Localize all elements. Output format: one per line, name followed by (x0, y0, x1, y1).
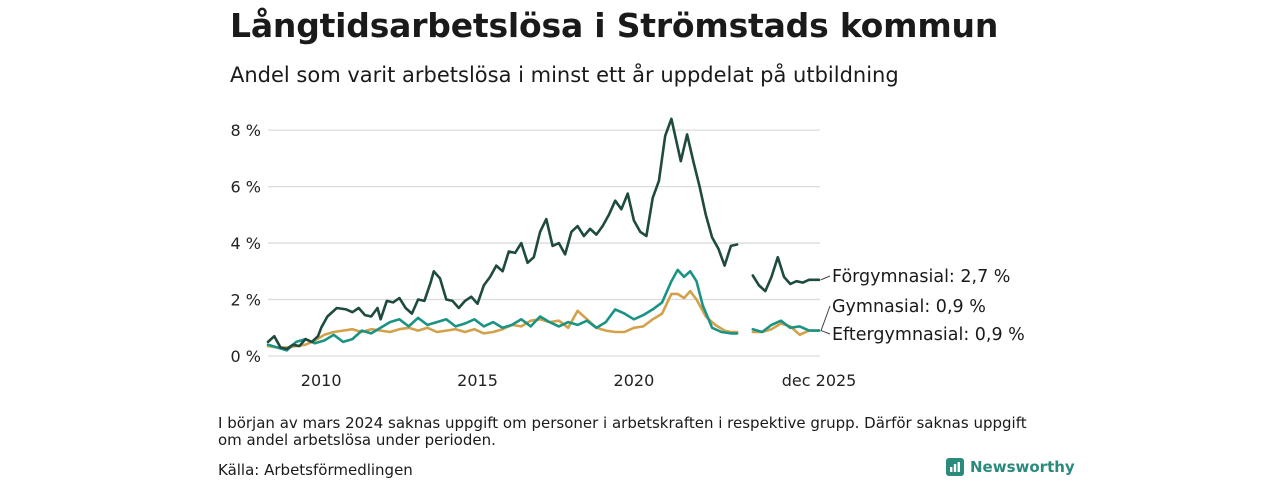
series-lines (266, 117, 821, 352)
x-tick-label: 2010 (301, 371, 342, 390)
x-tick-label: 2020 (614, 371, 655, 390)
newsworthy-logo-icon (946, 458, 964, 476)
y-axis-tick-labels: 0 % 2 % 4 % 6 % 8 % (231, 121, 261, 366)
series-label-förgymnasial: Förgymnasial: 2,7 % (832, 267, 1010, 287)
y-tick-label: 4 % (231, 234, 261, 253)
y-tick-label: 2 % (231, 291, 261, 310)
series-label-gymnasial: Gymnasial: 0,9 % (832, 297, 986, 317)
y-tick-label: 0 % (231, 347, 261, 366)
x-tick-label: dec 2025 (782, 371, 857, 390)
label-leader-line (820, 275, 831, 281)
line-chart: 0 % 2 % 4 % 6 % 8 % 2010 2015 2020 dec 2025 För… (231, 117, 1025, 390)
y-tick-label: 8 % (231, 121, 261, 140)
label-leader-line (820, 330, 831, 335)
label-leader-line (820, 305, 831, 331)
series-line-förgymnasial (266, 117, 821, 351)
brand-name: Newsworthy (970, 458, 1075, 476)
source-note: Källa: Arbetsförmedlingen (218, 461, 413, 479)
brand-logo: Newsworthy (946, 458, 1075, 476)
y-tick-label: 6 % (231, 178, 261, 197)
series-end-labels: Förgymnasial: 2,7 % Gymnasial: 0,9 % Efter… (820, 267, 1025, 345)
series-label-eftergymnasial: Eftergymnasial: 0,9 % (832, 325, 1025, 345)
chart-subtitle: Andel som varit arbetslösa i minst ett å… (230, 63, 899, 87)
x-axis-tick-labels: 2010 2015 2020 dec 2025 (301, 371, 857, 390)
footnote: I början av mars 2024 saknas uppgift om … (218, 414, 1027, 449)
grid-lines (268, 129, 820, 357)
x-tick-label: 2015 (457, 371, 498, 390)
chart-title: Långtidsarbetslösa i Strömstads kommun (230, 6, 999, 45)
series-line-gymnasial (266, 268, 821, 352)
